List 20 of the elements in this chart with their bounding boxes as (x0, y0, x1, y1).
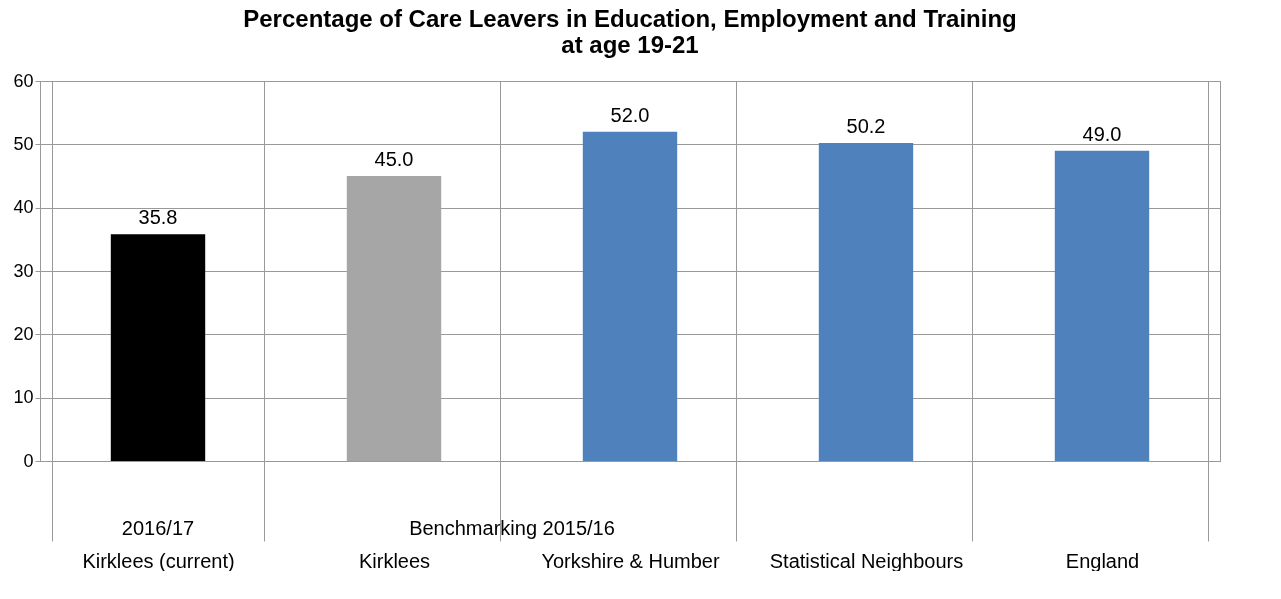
y-tick-label: 0 (23, 450, 34, 471)
text: 2016/17 (121, 517, 195, 539)
chart-title: Percentage of Care Leavers in Education, Employment and Training at age 19-21 (243, 5, 1017, 58)
y-tick-label: 10 (13, 387, 34, 408)
y-tick-label: 40 (13, 197, 34, 218)
data-label: 45.0 (374, 148, 414, 170)
x-tick-label: Kirklees (current) (82, 549, 235, 572)
data-label: 50.2 (846, 115, 886, 138)
y-tick-label: 50 (13, 133, 34, 154)
y-tick-label: 20 (13, 323, 34, 344)
y-tick-label: 60 (13, 70, 34, 91)
y-tick-label: 30 (13, 260, 34, 281)
data-label: 52.0 (610, 103, 650, 126)
x-tick-label: England (1065, 549, 1140, 572)
data-label: 49.0 (1082, 122, 1122, 145)
x-tick-label: Kirklees (358, 549, 431, 572)
data-label: 35.8 (138, 206, 178, 229)
text: Benchmarking 2015/16 (409, 517, 615, 539)
x-tick-label: Yorkshire & Humber (541, 549, 720, 572)
x-tick-label: Statistical Neighbours (769, 549, 964, 572)
